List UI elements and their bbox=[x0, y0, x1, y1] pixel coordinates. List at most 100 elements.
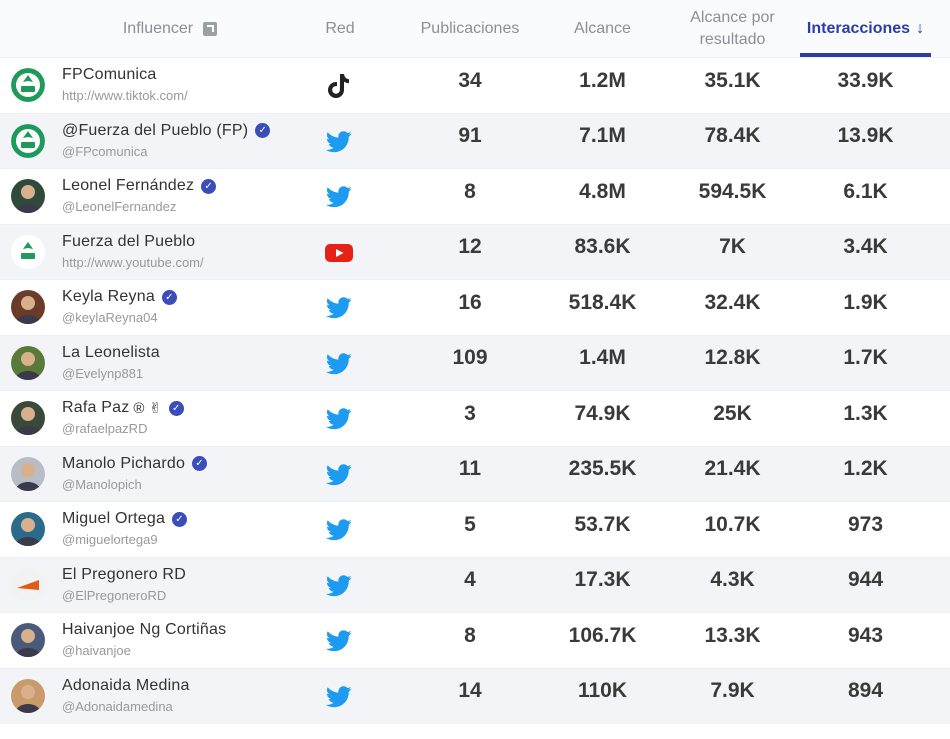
table-row[interactable]: FPComunica http://www.tiktok.com/34 1.2M 35… bbox=[0, 57, 950, 113]
influencer-handle[interactable]: @rafaelpazRD bbox=[62, 421, 148, 436]
publicaciones-value: 109 bbox=[452, 346, 488, 369]
influencer-handle[interactable]: http://www.tiktok.com/ bbox=[62, 88, 188, 103]
influencer-cell[interactable]: @Fuerza del Pueblo (FP) ✓ @FPcomunica bbox=[62, 122, 312, 159]
twitter-icon bbox=[326, 463, 352, 485]
influencer-handle[interactable]: @ElPregoneroRD bbox=[62, 587, 167, 603]
influencer-handle[interactable]: @miguelortega9 bbox=[62, 532, 158, 547]
avatar[interactable] bbox=[11, 290, 45, 324]
influencer-cell[interactable]: FPComunica http://www.tiktok.com/ bbox=[62, 66, 312, 103]
network-cell[interactable] bbox=[323, 682, 355, 712]
avatar[interactable] bbox=[11, 401, 45, 435]
network-cell[interactable] bbox=[323, 626, 355, 656]
publicaciones-value: 11 bbox=[458, 457, 482, 480]
network-cell[interactable] bbox=[323, 293, 355, 323]
header-interacciones[interactable]: Interacciones ↓ bbox=[800, 0, 931, 57]
alcance-value: 106.7K bbox=[568, 623, 637, 647]
alcance-value: 1.2M bbox=[579, 68, 626, 92]
table-row[interactable]: Rafa Paz ® ✌ ✓ @rafaelpazRD 3 74.9K 25K 1.3K bbox=[0, 390, 950, 446]
alcance-por-resultado-value: 12.8K bbox=[704, 346, 761, 369]
sort-desc-arrow-icon[interactable]: ↓ bbox=[916, 19, 925, 37]
twitter-icon bbox=[326, 574, 352, 596]
influencer-name[interactable]: Miguel Ortega bbox=[62, 510, 166, 527]
expand-icon[interactable] bbox=[203, 21, 218, 36]
avatar[interactable] bbox=[11, 512, 45, 546]
publicaciones-value: 5 bbox=[464, 512, 476, 536]
table-row[interactable]: Adonaida Medina @Adonaidamedina 14 110K 7.9K… bbox=[0, 667, 950, 724]
network-cell[interactable] bbox=[323, 571, 355, 601]
table-row[interactable]: La Leonelista @Evelynp881 109 1.4M 12.8K 1.7K bbox=[0, 334, 950, 391]
alcance-por-resultado-value: 13.3K bbox=[704, 623, 761, 647]
table-row[interactable]: Manolo Pichardo ✓ @Manolopich 11 235.5K 21.4K… bbox=[0, 445, 950, 502]
network-cell[interactable] bbox=[323, 460, 355, 490]
influencer-cell[interactable]: Fuerza del Pueblo http://www.youtube.com/ bbox=[62, 233, 312, 270]
interacciones-value: 973 bbox=[847, 512, 884, 536]
table-row[interactable]: @Fuerza del Pueblo (FP) ✓ @FPcomunica 91 7.1… bbox=[0, 112, 950, 169]
influencer-handle[interactable]: @Adonaidamedina bbox=[62, 698, 173, 714]
influencer-name[interactable]: La Leonelista bbox=[62, 343, 160, 361]
avatar[interactable] bbox=[11, 179, 45, 213]
avatar[interactable] bbox=[11, 123, 45, 158]
influencer-cell[interactable]: Rafa Paz ® ✌ ✓ @rafaelpazRD bbox=[62, 399, 312, 436]
table-header: Influencer Red Publicaciones Alcance Alc… bbox=[0, 0, 950, 57]
alcance-value: 17.3K bbox=[574, 568, 631, 591]
network-cell[interactable] bbox=[323, 71, 355, 101]
avatar[interactable] bbox=[11, 678, 45, 713]
influencer-name[interactable]: @Fuerza del Pueblo (FP) bbox=[62, 121, 249, 139]
influencer-cell[interactable]: Keyla Reyna ✓ @keylaReyna04 bbox=[62, 288, 312, 325]
table-row[interactable]: Miguel Ortega ✓ @miguelortega9 5 53.7K 10.7K 9… bbox=[0, 501, 950, 557]
network-cell[interactable] bbox=[323, 404, 355, 434]
header-red[interactable]: Red bbox=[300, 0, 380, 57]
influencer-handle[interactable]: @Manolopich bbox=[62, 476, 142, 492]
influencer-cell[interactable]: Haivanjoe Ng Cortiñas @haivanjoe bbox=[62, 621, 312, 658]
twitter-icon bbox=[326, 186, 352, 208]
influencer-cell[interactable]: Manolo Pichardo ✓ @Manolopich bbox=[62, 455, 312, 492]
network-cell[interactable] bbox=[323, 515, 355, 545]
header-alcance[interactable]: Alcance bbox=[540, 0, 665, 57]
influencer-name[interactable]: FPComunica bbox=[62, 66, 157, 83]
table-row[interactable]: Fuerza del Pueblo http://www.youtube.com/… bbox=[0, 223, 950, 280]
influencer-name[interactable]: El Pregonero RD bbox=[62, 565, 186, 583]
avatar[interactable] bbox=[11, 567, 45, 602]
network-cell[interactable] bbox=[323, 238, 355, 268]
network-cell[interactable] bbox=[323, 182, 355, 212]
table-row[interactable]: Keyla Reyna ✓ @keylaReyna04 16 518.4K 32.4K 1.… bbox=[0, 279, 950, 335]
network-cell[interactable] bbox=[323, 349, 355, 379]
header-influencer-label: Influencer bbox=[122, 19, 194, 37]
table-row[interactable]: Haivanjoe Ng Cortiñas @haivanjoe 8 106.7K 13… bbox=[0, 612, 950, 668]
influencer-handle[interactable]: @haivanjoe bbox=[62, 643, 131, 658]
network-cell[interactable] bbox=[323, 127, 355, 157]
table-row[interactable]: Leonel Fernández ✓ @LeonelFernandez 8 4.8M 59… bbox=[0, 168, 950, 224]
influencer-cell[interactable]: La Leonelista @Evelynp881 bbox=[62, 344, 312, 381]
interacciones-value: 944 bbox=[847, 568, 884, 591]
header-influencer[interactable]: Influencer bbox=[80, 0, 260, 57]
influencer-handle[interactable]: @LeonelFernandez bbox=[62, 199, 177, 214]
alcance-value: 1.4M bbox=[579, 346, 626, 369]
influencer-name[interactable]: Adonaida Medina bbox=[62, 676, 190, 694]
influencer-name[interactable]: Fuerza del Pueblo bbox=[62, 232, 196, 250]
influencer-cell[interactable]: Leonel Fernández ✓ @LeonelFernandez bbox=[62, 177, 312, 214]
avatar[interactable] bbox=[11, 623, 45, 657]
influencer-name[interactable]: Rafa Paz bbox=[62, 399, 130, 416]
interacciones-value: 6.1K bbox=[843, 179, 888, 203]
influencer-handle[interactable]: @keylaReyna04 bbox=[62, 310, 158, 325]
influencer-name[interactable]: Leonel Fernández bbox=[62, 177, 195, 194]
influencer-name[interactable]: Manolo Pichardo bbox=[62, 454, 186, 472]
influencer-cell[interactable]: El Pregonero RD @ElPregoneroRD bbox=[62, 566, 312, 603]
alcance-por-resultado-value: 78.4K bbox=[704, 124, 761, 147]
avatar[interactable] bbox=[11, 234, 45, 269]
interacciones-value: 33.9K bbox=[837, 68, 894, 92]
influencer-name[interactable]: Keyla Reyna bbox=[62, 288, 155, 305]
influencer-handle[interactable]: @FPcomunica bbox=[62, 143, 148, 159]
header-alcance-por-resultado[interactable]: Alcance por resultado bbox=[670, 0, 795, 57]
influencer-handle[interactable]: http://www.youtube.com/ bbox=[62, 254, 204, 270]
alcance-por-resultado-value: 10.7K bbox=[704, 512, 761, 536]
influencer-cell[interactable]: Adonaida Medina @Adonaidamedina bbox=[62, 677, 312, 714]
influencer-handle[interactable]: @Evelynp881 bbox=[62, 365, 144, 381]
table-row[interactable]: El Pregonero RD @ElPregoneroRD 4 17.3K 4.3K 9… bbox=[0, 556, 950, 613]
avatar[interactable] bbox=[11, 345, 45, 380]
avatar[interactable] bbox=[11, 68, 45, 102]
avatar[interactable] bbox=[11, 456, 45, 491]
influencer-cell[interactable]: Miguel Ortega ✓ @miguelortega9 bbox=[62, 510, 312, 547]
header-publicaciones[interactable]: Publicaciones bbox=[410, 0, 530, 57]
influencer-name[interactable]: Haivanjoe Ng Cortiñas bbox=[62, 621, 227, 638]
